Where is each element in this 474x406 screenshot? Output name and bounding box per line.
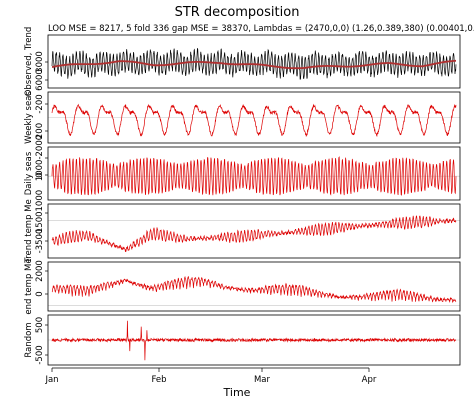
- series-trend-line: [52, 59, 456, 70]
- y-tick-label: 3000: [35, 51, 45, 73]
- y-tick-label: 2000: [35, 260, 45, 282]
- y-tick-label: 0: [35, 172, 45, 177]
- x-tick-label: Apr: [362, 375, 377, 385]
- y-tick-label: 500: [35, 317, 45, 333]
- x-tick-label: Mar: [254, 375, 271, 385]
- panel-frame: [47, 314, 461, 366]
- y-tick-label: 0: [35, 291, 45, 296]
- y-tick-label: -200: [35, 94, 45, 113]
- panel-frame: [47, 34, 461, 89]
- x-axis-label: Time: [223, 386, 251, 399]
- y-tick-label: -500: [35, 345, 45, 364]
- chart-subtitle: LOO MSE = 8217, 5 fold 336 gap MSE = 383…: [48, 24, 474, 34]
- x-axis: Jan Feb Mar Apr: [44, 367, 377, 385]
- y-tick-label: 200: [35, 123, 45, 139]
- x-tick-label: Feb: [151, 375, 166, 385]
- panel-frame: [47, 261, 461, 312]
- series-random-line: [51, 320, 457, 361]
- y-axis-label: end temp Me: [24, 258, 34, 314]
- chart-title: STR decomposition: [175, 5, 300, 20]
- y-tick-label: 6000: [35, 69, 45, 91]
- x-tick-label: Jan: [44, 375, 58, 385]
- y-axis-label: Random: [24, 322, 34, 357]
- series-temp_trend-line: [51, 215, 457, 253]
- panel-frame: [47, 91, 461, 144]
- series-temp_season-line: [51, 275, 457, 303]
- y-tick-label: -3500: [35, 229, 45, 254]
- y-axis-label: Observed, Trend: [24, 27, 34, 97]
- y-tick-label: 1000-2000: [35, 135, 45, 181]
- y-tick-label: -15001000: [35, 190, 45, 236]
- y-axis-label: Trend temp Me: [24, 199, 34, 263]
- panel-frame: [47, 203, 461, 259]
- y-axis-label: Weekly seas: [24, 91, 34, 144]
- y-axis-label: Daily seas: [24, 151, 34, 195]
- series-weekly-line: [51, 103, 457, 138]
- series-daily-line: [51, 156, 457, 196]
- panel-frame: [47, 146, 461, 201]
